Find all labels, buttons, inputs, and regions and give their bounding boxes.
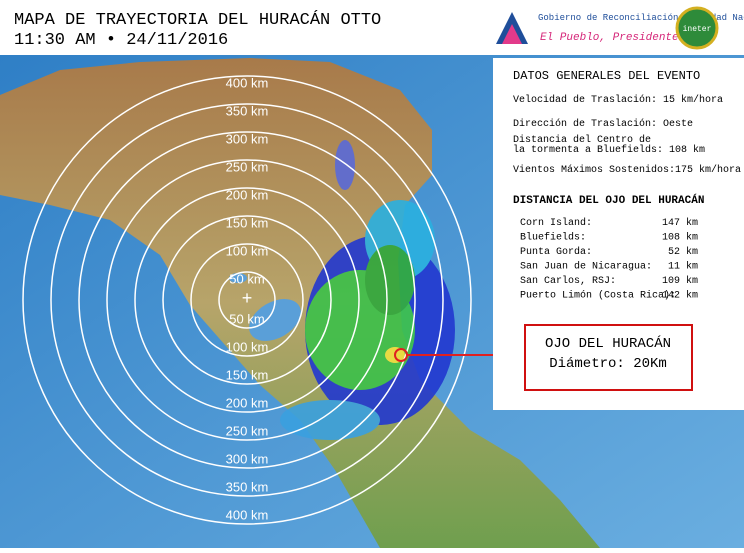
ring-label-down: 50 km [229, 311, 264, 326]
distance-place: Corn Island: [520, 217, 592, 229]
eye-box [524, 324, 693, 391]
range-ring [134, 187, 360, 413]
distance-place: Punta Gorda: [520, 246, 592, 258]
range-ring [190, 243, 304, 357]
distance-value: 109 km [662, 275, 698, 287]
ring-label-up: 250 km [226, 159, 269, 174]
ring-label-up: 150 km [226, 215, 269, 230]
distance-value: 11 km [668, 261, 698, 273]
distance-title: DISTANCIA DEL OJO DEL HURACÁN [513, 193, 704, 207]
gov-name: Gobierno de Reconciliación y Unidad Naci… [538, 13, 744, 23]
center-mark: + [242, 290, 253, 310]
ring-label-up: 200 km [226, 187, 269, 202]
ring-label-down: 350 km [226, 479, 269, 494]
ring-label-down: 400 km [226, 507, 269, 522]
ring-label-down: 150 km [226, 367, 269, 382]
panel-item: Dirección de Traslación: Oeste [513, 118, 693, 130]
distance-value: 52 km [668, 246, 698, 258]
ring-label-down: 250 km [226, 423, 269, 438]
slogan: El Pueblo, Presidente! [540, 32, 685, 44]
ring-label-down: 200 km [226, 395, 269, 410]
logo-ineter: ineter [675, 6, 719, 50]
range-ring [218, 271, 276, 329]
panel-item: Distancia del Centro de la tormenta a Blu… [513, 134, 705, 156]
distance-value: 147 km [662, 217, 698, 229]
distance-place: Puerto Limón (Costa Rica): [520, 290, 676, 302]
range-ring [78, 131, 416, 469]
panel-title: DATOS GENERALES DEL EVENTO [513, 69, 700, 83]
range-ring [22, 75, 472, 525]
ring-label-down: 300 km [226, 451, 269, 466]
panel-item: Vientos Máximos Sostenidos:175 km/hora [513, 164, 741, 176]
distance-value: 142 km [662, 290, 698, 302]
distance-place: San Juan de Nicaragua: [520, 261, 652, 273]
range-ring [106, 159, 388, 441]
ring-label-up: 50 km [229, 271, 264, 286]
title: MAPA DE TRAYECTORIA DEL HURACÁN OTTO [14, 10, 381, 30]
ring-label-up: 300 km [226, 131, 269, 146]
logo-gov: Gobierno de Reconciliación y Unidad Naci… [496, 12, 744, 44]
range-ring [50, 103, 444, 497]
eye-diameter: Diámetro: 20Km [549, 356, 667, 372]
range-ring [162, 215, 332, 385]
ring-label-up: 400 km [226, 75, 269, 90]
distance-place: Bluefields: [520, 232, 586, 244]
ring-label-down: 100 km [226, 339, 269, 354]
ring-label-up: 100 km [226, 243, 269, 258]
datetime: 11:30 AM • 24/11/2016 [14, 31, 228, 50]
distance-place: San Carlos, RSJ: [520, 275, 616, 287]
ring-label-up: 350 km [226, 103, 269, 118]
agency: ineter [683, 25, 712, 34]
distance-value: 108 km [662, 232, 698, 244]
eye-title: OJO DEL HURACÁN [545, 334, 671, 352]
panel-item: Velocidad de Traslación: 15 km/hora [513, 94, 723, 106]
